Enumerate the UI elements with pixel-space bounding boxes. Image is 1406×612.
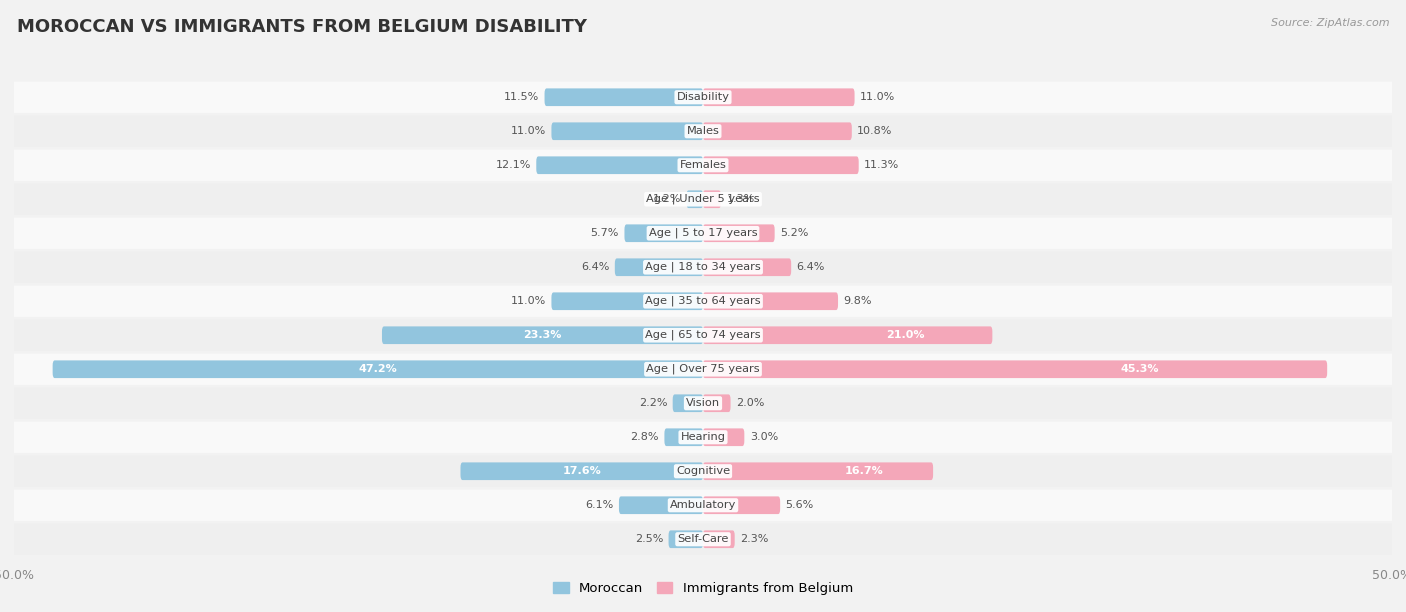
FancyBboxPatch shape	[14, 286, 1392, 317]
Text: MOROCCAN VS IMMIGRANTS FROM BELGIUM DISABILITY: MOROCCAN VS IMMIGRANTS FROM BELGIUM DISA…	[17, 18, 586, 36]
FancyBboxPatch shape	[703, 293, 838, 310]
Text: Disability: Disability	[676, 92, 730, 102]
Text: 5.7%: 5.7%	[591, 228, 619, 238]
FancyBboxPatch shape	[703, 88, 855, 106]
Text: Males: Males	[686, 126, 720, 136]
FancyBboxPatch shape	[461, 463, 703, 480]
Text: 1.3%: 1.3%	[727, 194, 755, 204]
FancyBboxPatch shape	[665, 428, 703, 446]
Text: 1.2%: 1.2%	[652, 194, 681, 204]
Text: Age | 18 to 34 years: Age | 18 to 34 years	[645, 262, 761, 272]
FancyBboxPatch shape	[703, 326, 993, 344]
FancyBboxPatch shape	[14, 149, 1392, 181]
Text: Cognitive: Cognitive	[676, 466, 730, 476]
FancyBboxPatch shape	[703, 463, 934, 480]
Text: Hearing: Hearing	[681, 432, 725, 442]
FancyBboxPatch shape	[614, 258, 703, 276]
Text: 16.7%: 16.7%	[845, 466, 883, 476]
Text: Vision: Vision	[686, 398, 720, 408]
Text: 6.4%: 6.4%	[797, 262, 825, 272]
Text: 12.1%: 12.1%	[495, 160, 531, 170]
FancyBboxPatch shape	[14, 218, 1392, 249]
Text: Self-Care: Self-Care	[678, 534, 728, 544]
FancyBboxPatch shape	[703, 225, 775, 242]
Text: Age | 35 to 64 years: Age | 35 to 64 years	[645, 296, 761, 307]
Text: 21.0%: 21.0%	[886, 330, 925, 340]
Text: 3.0%: 3.0%	[749, 432, 778, 442]
FancyBboxPatch shape	[14, 81, 1392, 113]
Text: 10.8%: 10.8%	[858, 126, 893, 136]
FancyBboxPatch shape	[703, 360, 1327, 378]
Text: 5.6%: 5.6%	[786, 500, 814, 510]
FancyBboxPatch shape	[14, 455, 1392, 487]
Text: 2.8%: 2.8%	[630, 432, 659, 442]
FancyBboxPatch shape	[14, 116, 1392, 147]
Text: Age | 65 to 74 years: Age | 65 to 74 years	[645, 330, 761, 340]
FancyBboxPatch shape	[703, 122, 852, 140]
FancyBboxPatch shape	[619, 496, 703, 514]
FancyBboxPatch shape	[703, 496, 780, 514]
FancyBboxPatch shape	[14, 354, 1392, 385]
Legend: Moroccan, Immigrants from Belgium: Moroccan, Immigrants from Belgium	[547, 577, 859, 600]
Text: 11.0%: 11.0%	[510, 126, 546, 136]
FancyBboxPatch shape	[551, 293, 703, 310]
FancyBboxPatch shape	[52, 360, 703, 378]
FancyBboxPatch shape	[382, 326, 703, 344]
FancyBboxPatch shape	[703, 428, 744, 446]
Text: Source: ZipAtlas.com: Source: ZipAtlas.com	[1271, 18, 1389, 28]
FancyBboxPatch shape	[703, 394, 731, 412]
Text: 5.2%: 5.2%	[780, 228, 808, 238]
FancyBboxPatch shape	[624, 225, 703, 242]
Text: 2.5%: 2.5%	[634, 534, 664, 544]
Text: Age | Over 75 years: Age | Over 75 years	[647, 364, 759, 375]
FancyBboxPatch shape	[544, 88, 703, 106]
Text: 11.0%: 11.0%	[860, 92, 896, 102]
FancyBboxPatch shape	[703, 157, 859, 174]
Text: 6.4%: 6.4%	[581, 262, 609, 272]
Text: 17.6%: 17.6%	[562, 466, 602, 476]
Text: 11.3%: 11.3%	[865, 160, 900, 170]
FancyBboxPatch shape	[703, 531, 735, 548]
FancyBboxPatch shape	[703, 190, 721, 208]
FancyBboxPatch shape	[14, 319, 1392, 351]
Text: Females: Females	[679, 160, 727, 170]
Text: 11.5%: 11.5%	[503, 92, 538, 102]
FancyBboxPatch shape	[14, 490, 1392, 521]
Text: 23.3%: 23.3%	[523, 330, 561, 340]
Text: Age | 5 to 17 years: Age | 5 to 17 years	[648, 228, 758, 239]
FancyBboxPatch shape	[703, 258, 792, 276]
Text: Ambulatory: Ambulatory	[669, 500, 737, 510]
FancyBboxPatch shape	[669, 531, 703, 548]
Text: 2.2%: 2.2%	[638, 398, 668, 408]
FancyBboxPatch shape	[536, 157, 703, 174]
FancyBboxPatch shape	[14, 524, 1392, 555]
FancyBboxPatch shape	[14, 184, 1392, 215]
Text: 45.3%: 45.3%	[1121, 364, 1159, 375]
Text: 47.2%: 47.2%	[359, 364, 398, 375]
FancyBboxPatch shape	[551, 122, 703, 140]
FancyBboxPatch shape	[686, 190, 703, 208]
Text: 9.8%: 9.8%	[844, 296, 872, 306]
Text: 11.0%: 11.0%	[510, 296, 546, 306]
FancyBboxPatch shape	[14, 422, 1392, 453]
Text: 6.1%: 6.1%	[585, 500, 613, 510]
FancyBboxPatch shape	[672, 394, 703, 412]
Text: 2.0%: 2.0%	[737, 398, 765, 408]
Text: Age | Under 5 years: Age | Under 5 years	[647, 194, 759, 204]
FancyBboxPatch shape	[14, 252, 1392, 283]
Text: 2.3%: 2.3%	[740, 534, 769, 544]
FancyBboxPatch shape	[14, 387, 1392, 419]
